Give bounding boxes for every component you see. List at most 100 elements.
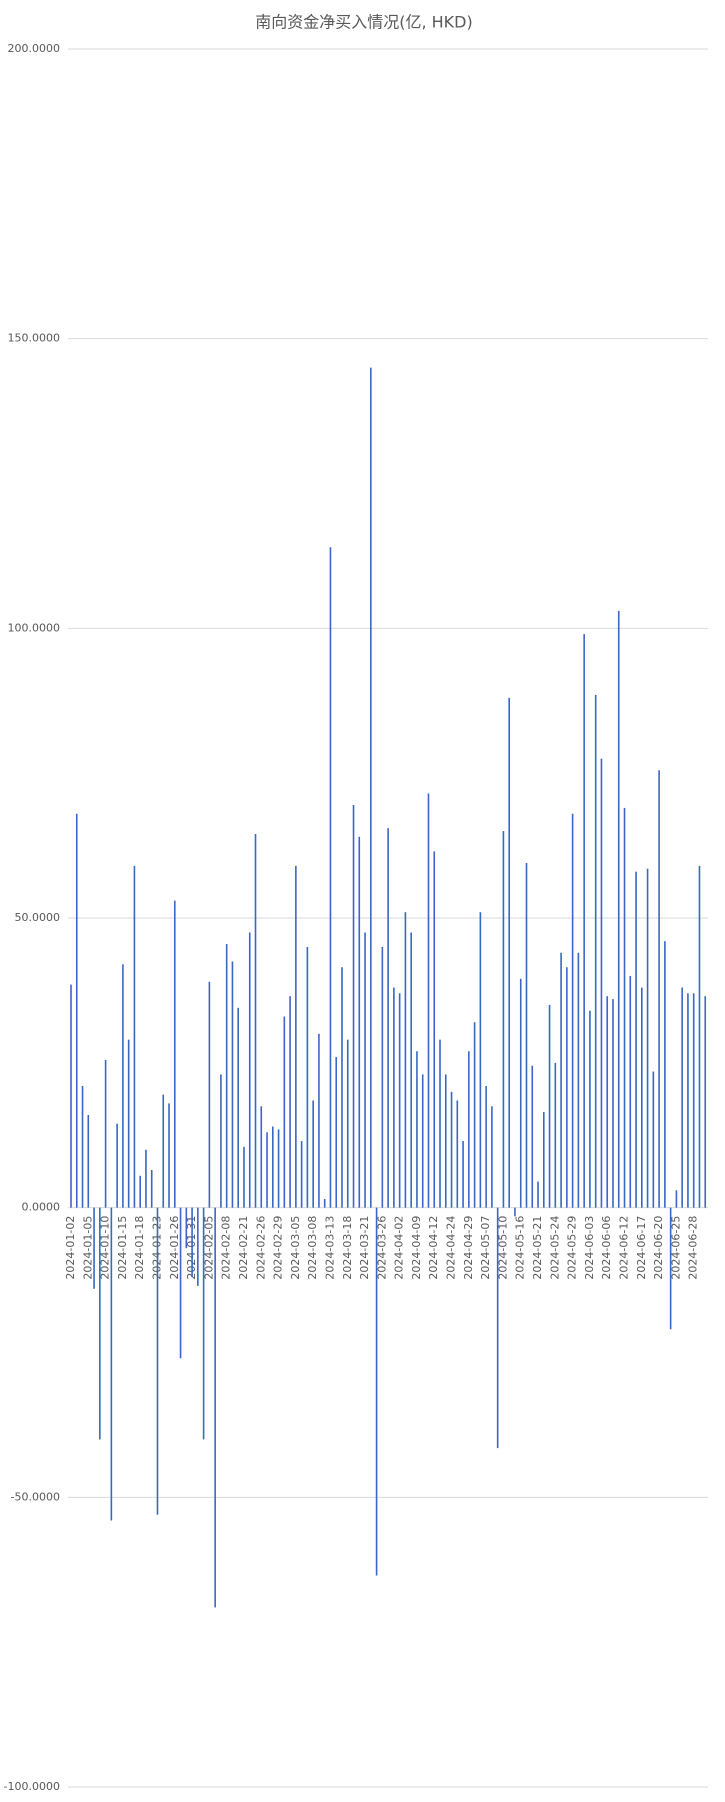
- bar: [502, 831, 505, 1208]
- bar: [473, 1022, 476, 1208]
- bar: [669, 1207, 672, 1330]
- bar: [358, 836, 361, 1208]
- x-tick-label: 2024-05-21: [531, 1216, 544, 1280]
- bar: [675, 1190, 678, 1208]
- bar: [243, 1146, 245, 1208]
- y-tick-label: 200.0000: [8, 42, 61, 55]
- bar: [295, 865, 297, 1208]
- chart-title: 南向资金净买入情况(亿, HKD): [255, 13, 473, 32]
- bar: [641, 987, 643, 1208]
- bar: [306, 946, 309, 1208]
- y-tick-label: 100.0000: [8, 621, 61, 634]
- bar: [508, 697, 510, 1208]
- bar: [687, 993, 689, 1208]
- bar: [410, 932, 412, 1208]
- bar: [629, 975, 632, 1208]
- x-tick-label: 2024-02-29: [272, 1216, 285, 1280]
- bar: [329, 547, 332, 1208]
- bar: [323, 1198, 326, 1208]
- bar: [479, 912, 482, 1208]
- x-tick-label: 2024-03-18: [341, 1216, 354, 1280]
- bar: [191, 1207, 193, 1278]
- x-tick-label: 2024-03-05: [289, 1216, 302, 1280]
- x-tick-label: 2024-06-20: [652, 1216, 665, 1280]
- bar: [658, 770, 660, 1208]
- bar: [225, 944, 228, 1208]
- bar: [698, 865, 701, 1208]
- bar: [179, 1207, 182, 1359]
- bar: [272, 1126, 274, 1208]
- bar: [387, 828, 389, 1208]
- x-tick-label: 2024-03-13: [323, 1216, 336, 1280]
- bar: [300, 1141, 303, 1208]
- bar: [525, 862, 528, 1208]
- x-tick-label: 2024-04-12: [427, 1216, 440, 1280]
- bar: [594, 694, 597, 1208]
- bar: [664, 941, 666, 1208]
- x-tick-label: 2024-05-24: [548, 1216, 561, 1280]
- x-tick-label: 2024-03-26: [375, 1216, 388, 1280]
- x-tick-label: 2024-02-26: [254, 1216, 267, 1280]
- bar: [150, 1170, 153, 1208]
- x-tick-label: 2024-02-05: [202, 1216, 215, 1280]
- x-tick-label: 2024-01-26: [168, 1216, 181, 1280]
- bar: [156, 1207, 159, 1515]
- bar: [600, 758, 603, 1208]
- bar: [542, 1112, 545, 1208]
- bar: [341, 967, 343, 1208]
- x-tick-label: 2024-04-29: [462, 1216, 475, 1280]
- bar: [173, 900, 176, 1208]
- bar: [583, 634, 585, 1208]
- bar: [635, 871, 637, 1208]
- x-tick-label: 2024-06-28: [687, 1216, 700, 1280]
- bar: [237, 1007, 240, 1208]
- x-tick-label: 2024-01-18: [133, 1216, 146, 1280]
- bar: [427, 793, 430, 1208]
- bar: [646, 868, 649, 1208]
- bar: [589, 1010, 591, 1208]
- bar: [208, 981, 211, 1208]
- bar: [104, 1059, 107, 1208]
- x-tick-label: 2024-06-03: [583, 1216, 596, 1280]
- bar: [421, 1074, 424, 1208]
- bar: [168, 1103, 170, 1208]
- bar: [260, 1106, 263, 1208]
- x-tick-label: 2024-02-21: [237, 1216, 250, 1280]
- bar: [220, 1074, 222, 1208]
- bar: [81, 1086, 84, 1208]
- bar: [491, 1106, 493, 1208]
- x-tick-label: 2024-01-10: [99, 1216, 112, 1280]
- bar: [197, 1207, 199, 1286]
- x-tick-label: 2024-04-09: [410, 1216, 423, 1280]
- x-tick-label: 2024-01-05: [81, 1216, 94, 1280]
- bar: [375, 1207, 378, 1576]
- bar: [75, 813, 78, 1208]
- bar: [231, 961, 234, 1208]
- bar: [519, 978, 522, 1208]
- x-tick-label: 2024-01-02: [64, 1216, 77, 1280]
- bar: [444, 1074, 447, 1208]
- bar: [99, 1207, 101, 1440]
- bar: [162, 1094, 165, 1208]
- bar: [681, 987, 683, 1208]
- bar: [571, 813, 574, 1208]
- bar: [548, 1004, 551, 1208]
- bar: [248, 932, 251, 1208]
- x-tick-label: 2024-02-08: [220, 1216, 233, 1280]
- bar: [398, 993, 401, 1208]
- y-tick-label: -100.0000: [4, 1780, 60, 1793]
- bar: [617, 610, 620, 1208]
- bar: [566, 967, 568, 1208]
- x-tick-label: 2024-03-21: [358, 1216, 371, 1280]
- bar: [122, 964, 124, 1208]
- bar: [277, 1129, 280, 1208]
- x-tick-label: 2024-04-02: [393, 1216, 406, 1280]
- bar: [139, 1175, 141, 1208]
- bar: [364, 932, 366, 1208]
- bar: [346, 1039, 349, 1208]
- x-tick-label: 2024-05-16: [514, 1216, 527, 1280]
- bar: [450, 1091, 453, 1208]
- x-tick-label: 2024-06-17: [635, 1216, 648, 1280]
- bar: [496, 1207, 499, 1449]
- bar: [577, 952, 580, 1208]
